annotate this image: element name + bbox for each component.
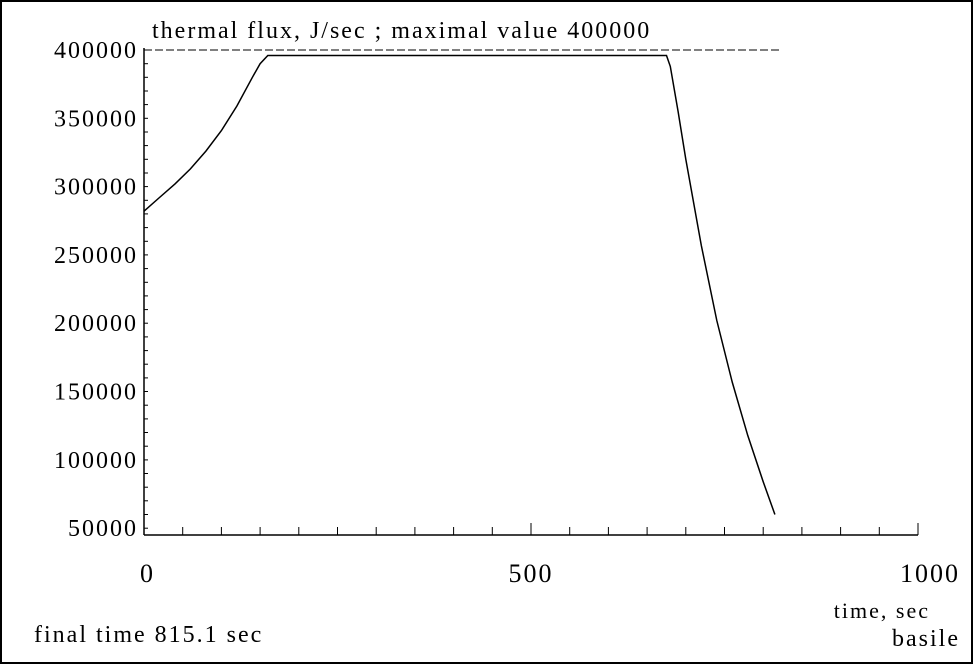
y-tick-label: 100000 — [54, 448, 138, 474]
plot-area — [143, 48, 919, 536]
x-minor-ticks — [143, 523, 919, 535]
y-tick-label: 150000 — [54, 380, 138, 406]
final-time-label: final time 815.1 sec — [34, 622, 263, 648]
x-tick-label: 0 — [140, 559, 155, 588]
y-tick-label: 350000 — [54, 106, 138, 132]
x-tick-label: 1000 — [900, 559, 960, 588]
x-tick-labels: 0 500 1000 — [140, 559, 960, 588]
y-tick-label: 50000 — [68, 516, 138, 542]
y-tick-label: 250000 — [54, 243, 138, 269]
thermal-flux-series-line — [143, 54, 776, 515]
y-tick-label: 200000 — [54, 311, 138, 337]
y-tick-labels: 50000 100000 150000 200000 250000 300000 35000… — [54, 38, 138, 542]
x-tick-label: 500 — [509, 559, 554, 588]
x-axis-label: time, sec — [834, 598, 930, 623]
y-minor-ticks — [144, 49, 148, 529]
y-tick-label: 400000 — [54, 38, 138, 64]
chart-title: thermal flux, J/sec ; maximal value 4000… — [152, 18, 651, 44]
model-name-label: basile — [892, 626, 960, 652]
y-tick-label: 300000 — [54, 175, 138, 201]
